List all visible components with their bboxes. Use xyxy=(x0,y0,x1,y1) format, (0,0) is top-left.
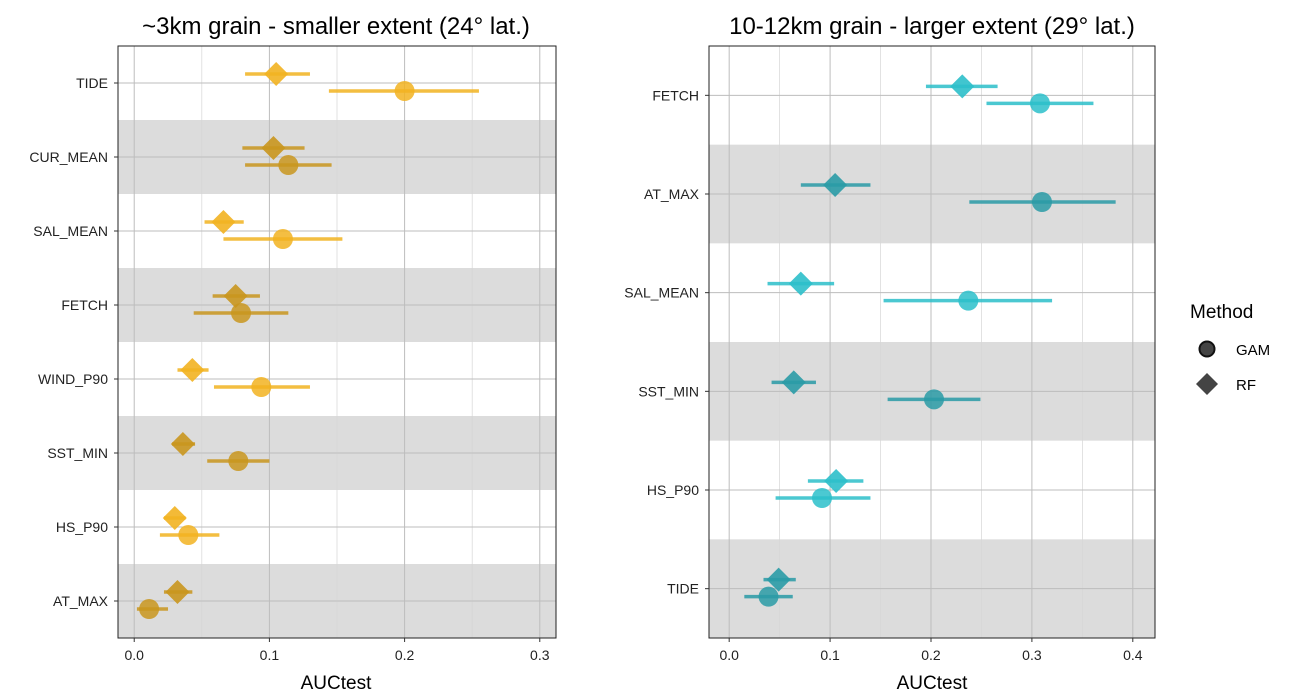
panel-left-x-ticks: 0.0 0.1 0.2 0.3 xyxy=(124,638,550,663)
panel-left-y-tick-label: SAL_MEAN xyxy=(33,223,108,239)
panel-left-x-tick-label: 0.3 xyxy=(530,647,550,663)
panel-left-y-tick-label: WIND_P90 xyxy=(38,371,108,387)
panel-right-x-tick-label: 0.1 xyxy=(820,647,840,663)
panel-left-marks xyxy=(136,62,479,619)
panel-left-rf-point xyxy=(264,62,289,86)
panel-left-rf-point xyxy=(165,580,190,604)
panel-right-rf-point xyxy=(788,271,813,296)
panel-right-x-tick-label: 0.4 xyxy=(1123,647,1143,663)
panel-right-rf-point xyxy=(781,370,806,395)
legend-rf-marker xyxy=(1196,373,1218,395)
legend-gam-marker xyxy=(1198,340,1216,358)
panel-left-rf-point xyxy=(162,506,187,530)
panel-right-gam-point xyxy=(1029,93,1050,114)
panel-left-y-tick-label: HS_P90 xyxy=(56,519,108,535)
panel-right-gam-point xyxy=(812,488,833,508)
panel-left-gam-point xyxy=(251,377,272,397)
panel-right-rf-point xyxy=(823,173,848,197)
panel-left-gam-point xyxy=(278,155,299,175)
panel-left-x-axis-title: AUCtest xyxy=(301,673,372,694)
panel-left-y-tick-label: TIDE xyxy=(76,75,108,91)
panel-right-y-tick-label: HS_P90 xyxy=(647,482,699,498)
panel-right: 10-12km grain - larger extent (29° lat.)… xyxy=(624,13,1156,694)
legend-rf-label: RF xyxy=(1236,377,1256,394)
panel-left-gam-point xyxy=(178,525,199,545)
panel-left-rf-point xyxy=(170,432,195,456)
panel-right-rf-point xyxy=(824,469,849,493)
panel-left: ~3km grain - smaller extent (24° lat.) T… xyxy=(29,13,557,694)
panel-right-marks xyxy=(744,74,1116,607)
panel-right-gam-point xyxy=(1031,192,1052,212)
panel-left-gam-point xyxy=(272,229,293,249)
panel-right-y-tick-label: SST_MIN xyxy=(638,383,699,399)
panel-left-y-ticks: TIDE CUR_MEAN SAL_MEAN FETCH WIND_P90 SST_MIN… xyxy=(29,75,118,609)
panel-left-grid xyxy=(118,46,556,638)
panel-right-rf-point xyxy=(766,567,791,592)
panel-left-y-tick-label: SST_MIN xyxy=(47,445,108,461)
panel-left-y-tick-label: FETCH xyxy=(61,297,108,313)
panel-left-y-tick-label: AT_MAX xyxy=(53,593,109,609)
panel-right-gam-point xyxy=(758,586,779,607)
panel-right-y-tick-label: SAL_MEAN xyxy=(624,285,699,301)
panel-right-y-tick-label: TIDE xyxy=(667,581,699,597)
panel-left-y-tick-label: CUR_MEAN xyxy=(29,149,108,165)
panel-right-y-ticks: FETCH AT_MAX SAL_MEAN SST_MIN HS_P90 TIDE xyxy=(624,87,709,597)
panel-left-gam-point xyxy=(228,451,249,471)
panel-left-x-tick-label: 0.0 xyxy=(124,647,144,663)
panel-left-frame xyxy=(117,45,557,639)
panel-left-gam-point xyxy=(139,599,160,619)
panel-left-rf-point xyxy=(261,136,286,160)
panel-right-x-axis-title: AUCtest xyxy=(897,673,968,694)
panel-right-y-tick-label: FETCH xyxy=(652,87,699,103)
panel-left-gam-point xyxy=(231,303,252,323)
panel-left-gam-point xyxy=(394,81,415,101)
panel-left-rf-point xyxy=(180,358,205,382)
panel-right-x-ticks: 0.0 0.1 0.2 0.3 0.4 xyxy=(719,638,1143,663)
panel-right-gam-point xyxy=(924,389,945,410)
panel-left-x-tick-label: 0.2 xyxy=(395,647,415,663)
panel-right-rf-point xyxy=(950,74,975,99)
panel-right-x-tick-label: 0.3 xyxy=(1022,647,1042,663)
panel-left-x-tick-label: 0.1 xyxy=(260,647,280,663)
legend: Method GAM RF xyxy=(1190,302,1270,395)
panel-right-gam-point xyxy=(958,290,979,311)
panel-left-title: ~3km grain - smaller extent (24° lat.) xyxy=(142,13,530,40)
legend-title: Method xyxy=(1190,302,1253,323)
panel-right-title: 10-12km grain - larger extent (29° lat.) xyxy=(729,13,1135,40)
panel-left-rf-point xyxy=(211,210,236,234)
panel-right-y-tick-label: AT_MAX xyxy=(644,186,700,202)
panel-left-rf-point xyxy=(223,284,248,308)
legend-gam-label: GAM xyxy=(1236,342,1270,359)
panel-right-x-tick-label: 0.2 xyxy=(921,647,941,663)
panel-right-x-tick-label: 0.0 xyxy=(719,647,739,663)
panel-right-frame xyxy=(708,45,1156,639)
